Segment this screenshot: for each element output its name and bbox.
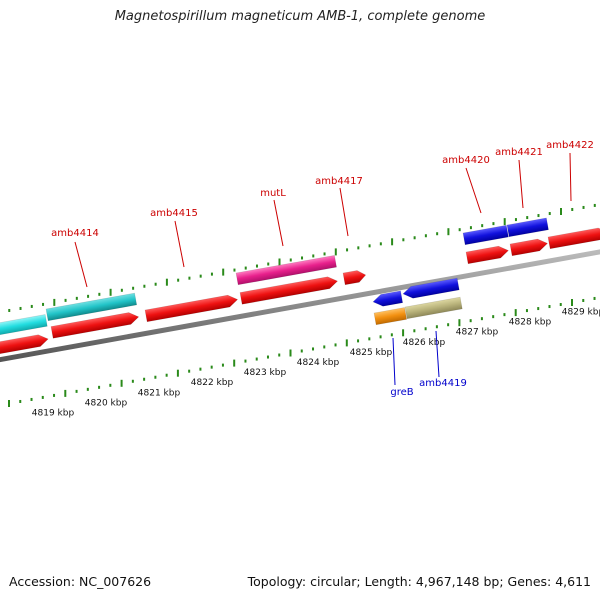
scale-label: 4829 kbp	[562, 308, 600, 318]
cds-arrow	[50, 312, 140, 339]
gene-label-greb: greB	[390, 387, 413, 398]
leader-line	[74, 241, 88, 288]
gene-label-mutl: mutL	[260, 188, 286, 199]
gene-labels: amb4414amb4415mutLamb4417amb4420amb4421a…	[51, 140, 594, 398]
gene-label-amb4415: amb4415	[150, 208, 198, 219]
gene-label-amb4414: amb4414	[51, 228, 99, 239]
misc-feature	[373, 307, 407, 326]
leader-line	[392, 337, 396, 386]
cds-arrow	[509, 238, 549, 257]
leader-line	[273, 199, 284, 247]
scale-label: 4819 kbp	[32, 409, 75, 419]
gene-label-amb4417: amb4417	[315, 176, 363, 187]
scale-label: 4828 kbp	[509, 318, 552, 328]
leader-line	[465, 167, 482, 214]
misc-feature	[45, 292, 138, 322]
scale-label: 4826 kbp	[403, 338, 446, 348]
feature-arrows	[0, 217, 600, 356]
gene-label-amb4419: amb4419	[419, 378, 467, 389]
cds-arrow	[0, 334, 49, 356]
gene-label-amb4420: amb4420	[442, 155, 490, 166]
cds-arrow	[462, 224, 509, 246]
genome-backbone	[0, 249, 600, 363]
leader-line	[518, 159, 524, 209]
scale-label: 4823 kbp	[244, 368, 287, 378]
scale-label: 4824 kbp	[297, 358, 340, 368]
misc-feature	[0, 314, 48, 337]
accession-text: Accession: NC_007626	[9, 574, 152, 589]
scale-label: 4827 kbp	[456, 328, 499, 338]
label-leader-lines	[74, 152, 572, 386]
tick-marks	[8, 203, 596, 407]
scale-labels: 4819 kbp 4820 kbp 4821 kbp 4822 kbp 4823 kbp…	[32, 308, 600, 419]
cds-arrow	[506, 217, 549, 238]
leader-line	[339, 187, 349, 237]
leader-line	[435, 330, 440, 378]
leader-line	[569, 152, 572, 202]
scale-label: 4820 kbp	[85, 398, 128, 408]
gene-label-amb4422: amb4422	[546, 140, 594, 151]
misc-feature	[235, 254, 337, 286]
cds-arrow	[144, 294, 239, 323]
cds-arrow	[402, 277, 460, 299]
cds-arrow	[372, 290, 404, 307]
gene-label-amb4421: amb4421	[495, 147, 543, 158]
leader-line	[174, 220, 185, 268]
misc-feature	[404, 296, 463, 320]
cds-arrow	[342, 270, 367, 286]
genome-summary: Topology: circular; Length: 4,967,148 bp…	[247, 574, 591, 589]
cds-arrow	[239, 276, 339, 305]
cds-arrow	[547, 227, 600, 250]
map-title: Magnetospirillum magneticum AMB-1, compl…	[114, 9, 486, 24]
scale-label: 4825 kbp	[350, 348, 393, 358]
cds-arrow	[465, 245, 509, 265]
scale-label: 4821 kbp	[138, 388, 181, 398]
scale-label: 4822 kbp	[191, 378, 234, 388]
